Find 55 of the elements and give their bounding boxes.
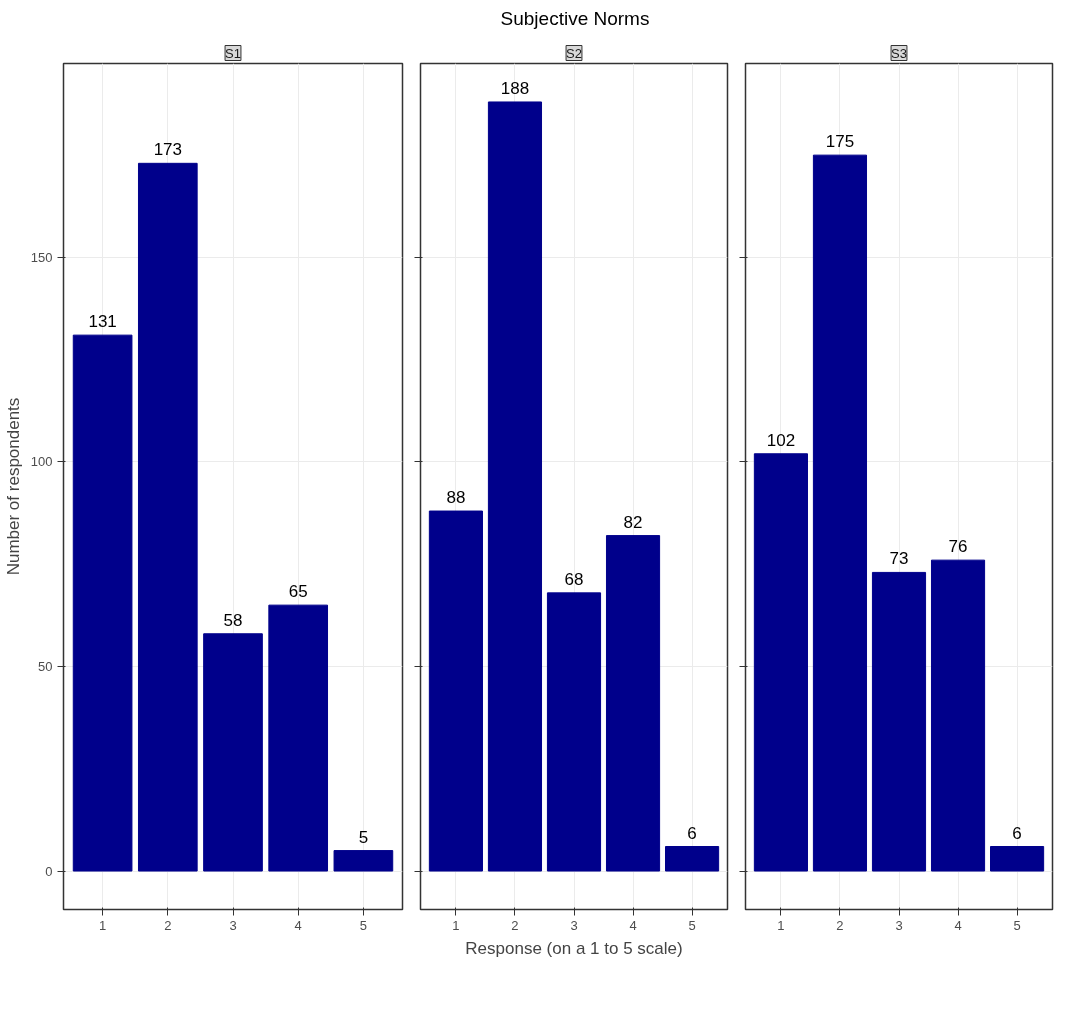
x-tick-label: 5 — [359, 917, 367, 933]
x-tick-label: 1 — [99, 917, 107, 933]
bar — [990, 846, 1045, 872]
data-label: 73 — [889, 549, 909, 569]
bar — [605, 535, 661, 872]
data-label: 175 — [825, 132, 855, 152]
x-tick-label: 3 — [570, 917, 578, 933]
x-tick-label: 3 — [229, 917, 237, 933]
data-label: 76 — [948, 537, 968, 557]
bar — [487, 101, 543, 872]
x-tick-label: 4 — [629, 917, 637, 933]
bar — [333, 850, 394, 872]
bar — [137, 162, 198, 872]
x-tick-label: 2 — [511, 917, 519, 933]
x-tick-label: 5 — [1013, 917, 1021, 933]
data-label: 6 — [1012, 823, 1022, 843]
bar — [812, 154, 868, 872]
data-label: 82 — [623, 512, 643, 532]
chart-title: Subjective Norms — [500, 7, 650, 31]
x-tick-label: 1 — [777, 917, 785, 933]
data-label: 68 — [564, 569, 584, 589]
bar — [753, 453, 808, 872]
bar — [203, 633, 263, 872]
bar — [428, 510, 483, 872]
data-label: 5 — [358, 827, 369, 847]
x-tick-label: 4 — [954, 917, 962, 933]
bar — [665, 846, 720, 872]
data-label: 131 — [88, 312, 117, 332]
data-label: 173 — [153, 140, 182, 160]
bar — [268, 604, 329, 872]
bar — [72, 334, 133, 872]
data-label: 188 — [500, 78, 530, 98]
x-tick-label: 1 — [452, 917, 460, 933]
x-tick-label: 4 — [294, 917, 302, 933]
bar — [546, 592, 602, 872]
y-axis-title: Number of respondents — [3, 397, 23, 576]
x-tick-label: 5 — [688, 917, 696, 933]
data-label: 65 — [288, 582, 308, 602]
data-label: 6 — [687, 823, 697, 843]
bar — [871, 571, 927, 872]
y-tick-label: 100 — [30, 454, 53, 470]
y-tick-label: 50 — [38, 659, 53, 674]
y-tick-label: 0 — [45, 863, 53, 879]
x-axis-title: Response (on a 1 to 5 scale) — [465, 938, 683, 958]
chart-subtitle: S1 — [225, 45, 241, 61]
chart-subtitle: S3 — [891, 45, 907, 61]
y-tick-label: 150 — [30, 249, 53, 265]
bar — [930, 559, 986, 872]
data-label: 102 — [766, 430, 796, 450]
chart-subtitle: S2 — [566, 45, 582, 61]
x-tick-label: 3 — [895, 917, 903, 933]
data-label: 88 — [446, 488, 466, 508]
data-label: 58 — [223, 610, 243, 630]
x-tick-label: 2 — [164, 917, 172, 933]
x-tick-label: 2 — [836, 917, 844, 933]
